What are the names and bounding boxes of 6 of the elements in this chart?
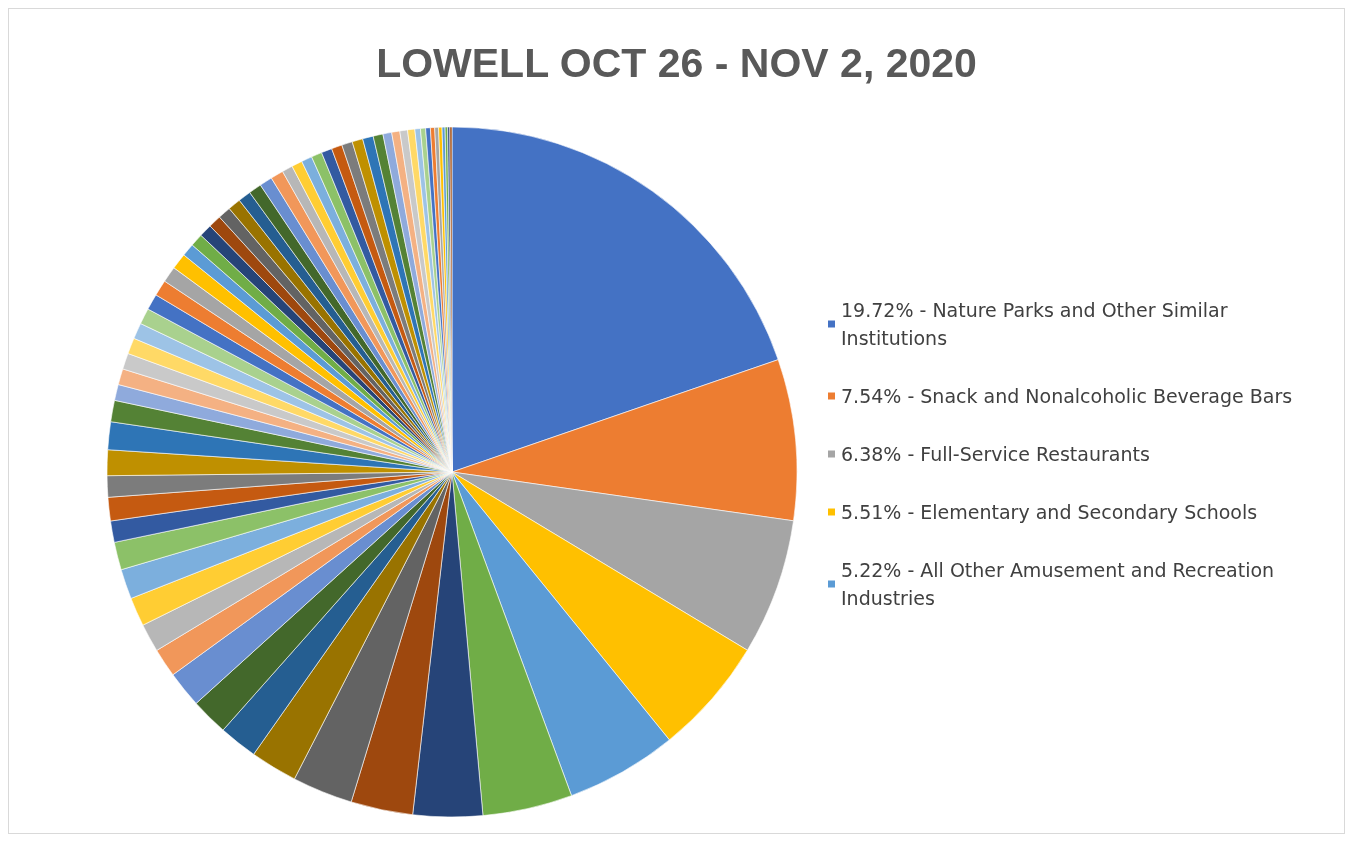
legend-label: 5.22% - All Other Amusement and Recreation Industries — [841, 559, 1281, 609]
legend-label: 5.51% - Elementary and Secondary Schools — [841, 501, 1258, 523]
chart-title: LOWELL OCT 26 - NOV 2, 2020 — [376, 39, 977, 86]
legend-label: 19.72% - Nature Parks and Other Similar Institutions — [841, 299, 1234, 349]
legend-label: 6.38% - Full-Service Restaurants — [841, 443, 1150, 465]
legend-label: 7.54% - Snack and Nonalcoholic Beverage Bars — [841, 385, 1293, 407]
